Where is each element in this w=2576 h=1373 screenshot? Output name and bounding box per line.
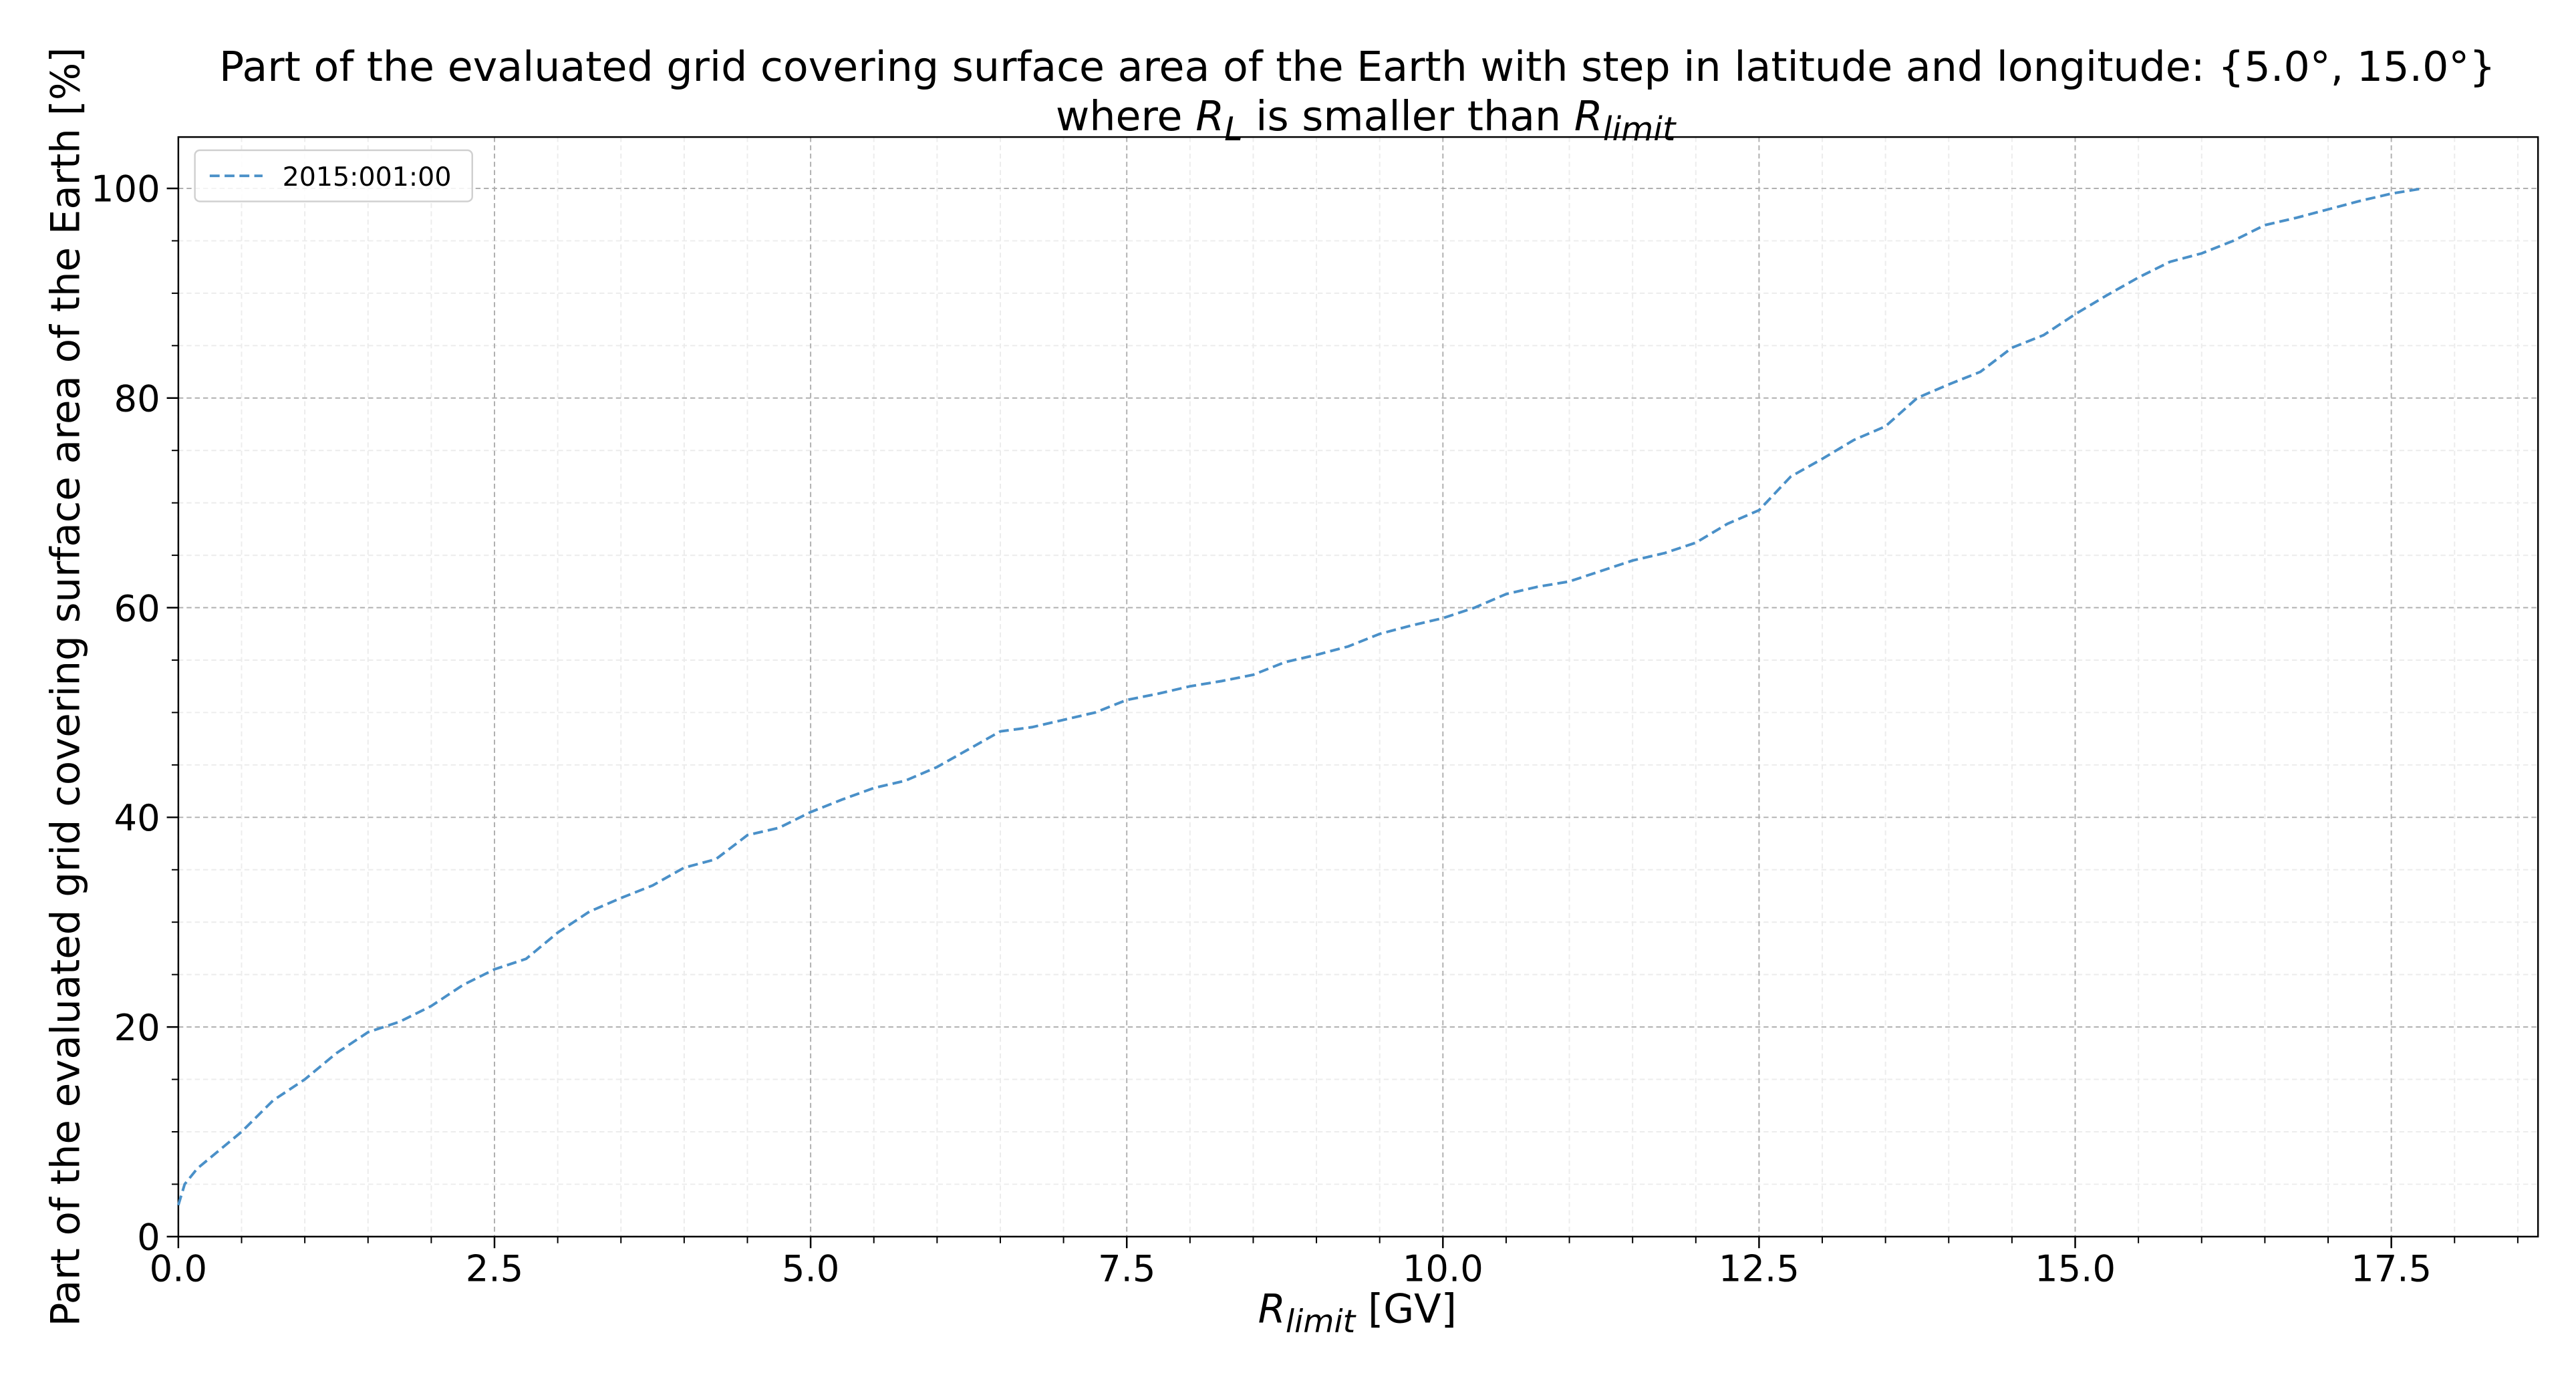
x-tick-label: 12.5 — [1719, 1248, 1800, 1290]
data-line — [177, 187, 2424, 1206]
y-tick-label: 60 — [114, 587, 160, 629]
y-tick-label: 100 — [91, 168, 160, 210]
x-axis-label: Rlimit [GV] — [1258, 1285, 1457, 1340]
x-tick-label: 10.0 — [1403, 1248, 1483, 1290]
text-part: [GV] — [1355, 1285, 1457, 1332]
x-tick-label: 5.0 — [782, 1248, 839, 1290]
x-tick-label: 0.0 — [150, 1248, 207, 1290]
legend-label: 2015:001:00 — [283, 162, 452, 192]
text-part: where — [1056, 92, 1195, 140]
text-part: R — [1574, 92, 1603, 140]
text-part: L — [1224, 110, 1243, 148]
y-tick-label: 40 — [114, 797, 160, 839]
x-tick-label: 7.5 — [1098, 1248, 1155, 1290]
legend-box — [194, 149, 473, 202]
text-part: R — [1258, 1285, 1286, 1332]
chart-subtitle: where RL is smaller than Rlimit — [1056, 92, 1677, 148]
y-axis-label: Part of the evaluated grid covering surf… — [43, 47, 89, 1327]
y-tick-label: 80 — [114, 378, 160, 420]
text-part: limit — [1286, 1304, 1357, 1340]
x-tick-label: 2.5 — [466, 1248, 523, 1290]
chart-title: Part of the evaluated grid covering surf… — [219, 43, 2496, 91]
plot-frame — [177, 136, 2539, 1238]
text-part: limit — [1603, 110, 1677, 148]
text-part: is smaller than — [1243, 92, 1574, 140]
text-part: R — [1195, 92, 1224, 140]
x-tick-label: 17.5 — [2351, 1248, 2432, 1290]
y-tick-label: 20 — [114, 1007, 160, 1049]
y-tick-label: 0 — [137, 1217, 160, 1259]
x-tick-label: 15.0 — [2035, 1248, 2116, 1290]
